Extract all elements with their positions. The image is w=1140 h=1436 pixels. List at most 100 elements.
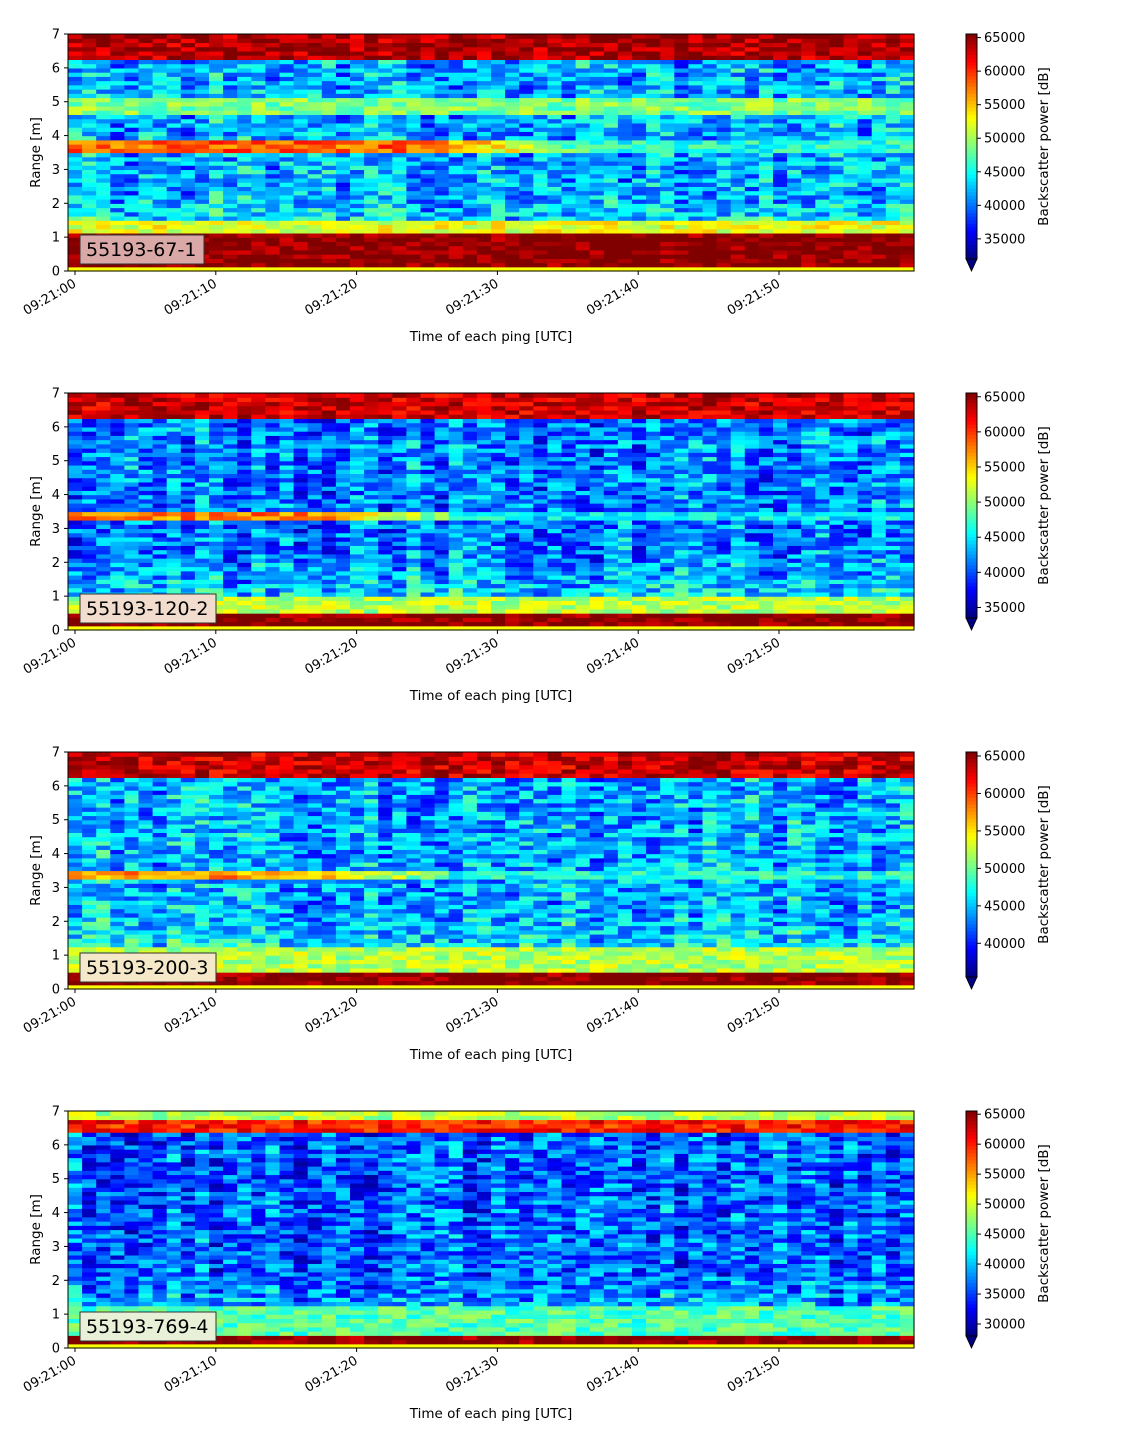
heatmap-cell [561,152,577,158]
heatmap-cell [194,422,210,428]
heatmap-cell [646,122,661,128]
heatmap-cell [293,524,309,530]
heatmap-cell [801,135,816,141]
heatmap-cell [815,232,830,238]
heatmap-cell [96,536,111,542]
heatmap-cell [335,59,351,65]
heatmap-cell [420,224,436,230]
heatmap-cell [68,207,83,213]
heatmap-cell [462,131,478,137]
heatmap-cell [152,84,168,90]
heatmap-cell [364,414,379,419]
heatmap-cell [209,431,224,436]
heatmap-cell [96,579,111,585]
heatmap-cell [899,266,915,272]
heatmap-cell [166,215,182,221]
heatmap-cell [364,431,379,436]
heatmap-cell [420,511,436,517]
heatmap-cell [632,84,647,90]
heatmap-cell [364,401,379,407]
heatmap-cell [660,67,675,73]
heatmap-cell [378,122,393,128]
heatmap-cell [237,237,252,242]
heatmap-cell [223,224,238,230]
heatmap-cell [82,194,97,200]
heatmap-cell [462,190,478,196]
heatmap-cell [350,114,365,120]
heatmap-cell [420,604,436,610]
heatmap-cell [787,46,802,52]
heatmap-cell [364,490,379,496]
heatmap-cell [505,34,520,39]
heatmap-cell [632,46,647,52]
heatmap-cell [646,80,661,86]
heatmap-cell [519,177,534,183]
heatmap-cell [476,34,492,39]
heatmap-cell [378,625,393,631]
heatmap-cell [265,135,281,141]
heatmap-cell [293,105,309,111]
heatmap-cell [152,494,168,500]
heatmap-cell [392,393,407,398]
heatmap-cell [758,228,774,234]
heatmap-cell [321,152,337,158]
heatmap-cell [180,409,196,415]
heatmap-cell [829,46,845,52]
heatmap-cell [279,456,295,462]
heatmap-cell [251,203,266,209]
heatmap-cell [434,203,450,209]
heatmap-cell [787,76,802,82]
heatmap-cell [378,401,393,407]
heatmap-cell [773,207,788,213]
heatmap-cell [152,422,168,428]
heatmap-cell [335,266,351,272]
heatmap-cell [885,186,901,192]
heatmap-cell [152,541,168,546]
heatmap-cell [378,211,393,217]
heatmap-cell [209,524,224,530]
heatmap-cell [265,173,281,179]
heatmap-cell [335,220,351,226]
heatmap-cell [180,536,196,542]
heatmap-cell [547,131,563,137]
heatmap-cell [420,431,436,436]
heatmap-cell [420,536,436,542]
heatmap-cell [82,42,97,48]
heatmap-cell [716,97,732,103]
x-tick-label: 09:21:40 [584,276,642,318]
heatmap-cell [448,89,464,94]
heatmap-cell [519,262,534,268]
heatmap-cell [152,439,168,445]
heatmap-cell [646,190,661,196]
heatmap-cell [505,262,520,268]
heatmap-cell [646,97,661,103]
heatmap-cell [829,224,845,230]
heatmap-cell [406,401,422,407]
heatmap-cell [152,127,168,132]
heatmap-cell [96,122,111,128]
heatmap-cell [293,258,309,264]
heatmap-cell [321,443,337,449]
heatmap-cell [773,34,788,39]
heatmap-cell [843,266,859,272]
heatmap-cell [350,34,365,39]
heatmap-cell [350,443,365,449]
heatmap-cell [110,165,125,171]
heatmap-cell [378,507,393,513]
heatmap-cell [491,148,506,154]
colorbar-segment [966,51,977,56]
heatmap-cell [321,110,337,116]
heatmap-cell [434,237,450,242]
heatmap-cell [96,110,111,116]
heatmap-cell [787,207,802,213]
heatmap-cell [279,241,295,247]
heatmap-cell [899,199,915,204]
heatmap-cell [646,182,661,187]
heatmap-cell [434,608,450,614]
heatmap-cell [335,34,351,39]
heatmap-cell [251,591,266,597]
heatmap-cell [885,194,901,200]
heatmap-cell [166,84,182,90]
heatmap-cell [646,38,661,44]
heatmap-cell [209,131,224,137]
